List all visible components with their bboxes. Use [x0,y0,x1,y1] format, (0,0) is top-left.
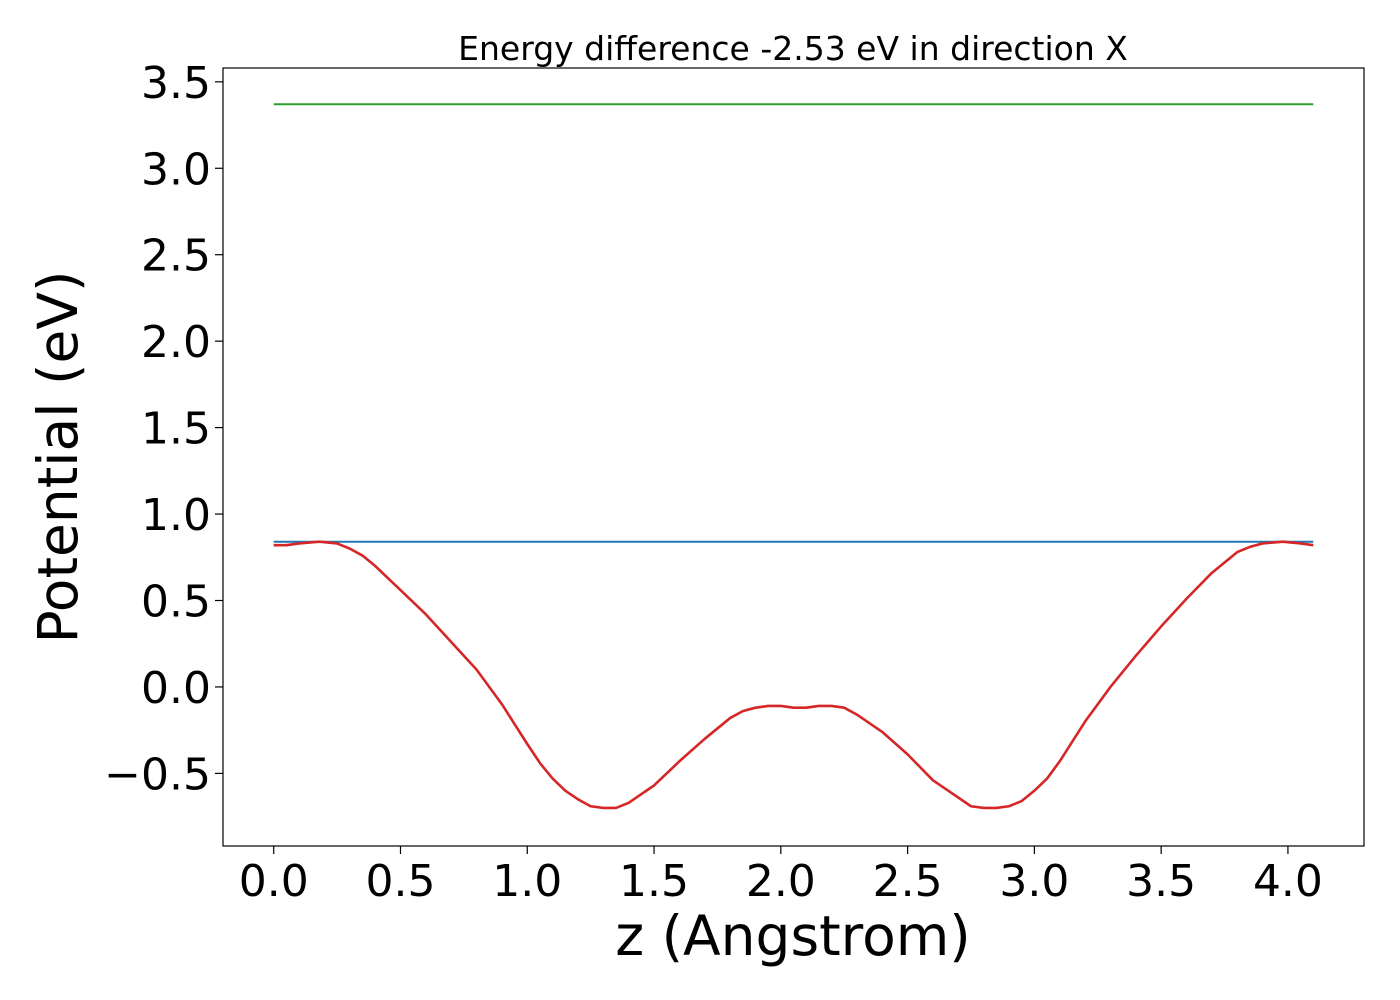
series-line-3 [273,540,1314,810]
x-axis: 0.0 0.5 1.0 1.5 2.0 2.5 3.0 3.5 4.0 [239,846,1323,907]
series-layer [273,103,1314,810]
y-tick-label: 3.0 [141,144,211,195]
y-axis: −0.5 0.0 0.5 1.0 1.5 2.0 2.5 3.0 3.5 [104,58,223,800]
x-tick-label: 1.0 [492,856,562,907]
chart-title: Energy difference -2.53 eV in direction … [458,29,1128,68]
y-axis-label: Potential (eV) [26,271,90,644]
y-tick-label: 1.0 [141,490,211,541]
x-tick-label: 3.0 [999,856,1069,907]
y-tick-label: 1.5 [141,404,211,455]
x-axis-label: z (Angstrom) [615,904,971,968]
x-tick-label: 0.5 [365,856,435,907]
x-tick-label: 2.5 [873,856,943,907]
x-tick-label: 3.5 [1126,856,1196,907]
y-tick-label: 2.5 [141,231,211,282]
y-tick-label: 0.0 [141,663,211,714]
x-tick-label: 2.0 [746,856,816,907]
x-tick-label: 0.0 [239,856,309,907]
y-tick-label: 0.5 [141,576,211,627]
y-tick-label: −0.5 [104,749,211,800]
x-tick-label: 1.5 [619,856,689,907]
y-tick-label: 2.0 [141,317,211,368]
x-tick-label: 4.0 [1253,856,1323,907]
plot-area-frame [222,67,1365,847]
y-tick-label: 3.5 [141,58,211,109]
